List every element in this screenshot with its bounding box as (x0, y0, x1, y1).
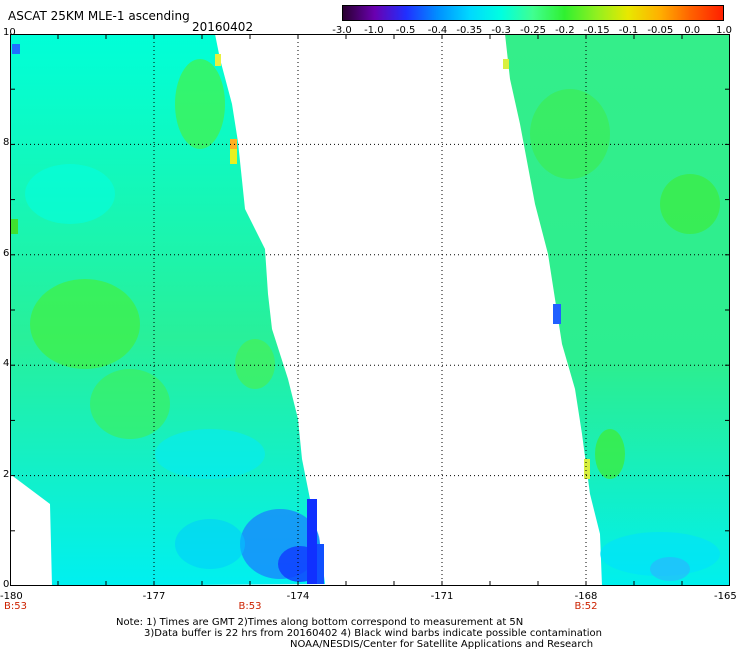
colorbar-tick-label: -0.35 (456, 25, 483, 36)
y-tick-label: 4 (3, 358, 10, 370)
colorbar-tick-label: -0.05 (647, 25, 674, 36)
colorbar-tick-label: -0.15 (583, 25, 610, 36)
colorbar-tick-label: 0.0 (684, 25, 701, 36)
colorbar-tick-label: -1.0 (364, 25, 384, 36)
note-line-3: NOAA/NESDIS/Center for Satellite Applica… (290, 639, 594, 650)
colorbar-tick-label: 1.0 (716, 25, 732, 36)
swath-map (10, 34, 730, 586)
pass-label: B:53 (238, 601, 262, 612)
colorbar (342, 5, 724, 21)
colorbar-tick-label: -0.4 (427, 25, 448, 36)
x-tick-label: -171 (430, 591, 454, 602)
y-tick-label: 0 (3, 579, 10, 590)
y-tick-label: 8 (3, 137, 10, 149)
y-tick-label: 6 (3, 247, 10, 259)
x-tick-label: -177 (142, 591, 166, 602)
note-line-1: Note: 1) Times are GMT 2)Times along bot… (116, 617, 524, 628)
x-tick-label: -180 (0, 591, 23, 602)
pass-label: B:52 (574, 601, 598, 612)
colorbar-tick-label: -0.5 (395, 25, 416, 36)
colorbar-tick-label: -0.3 (491, 25, 511, 36)
x-tick-label: -165 (714, 591, 737, 602)
map-title: ASCAT 25KM MLE-1 ascending (8, 9, 190, 23)
note-line-2: 3)Data buffer is 22 hrs from 20160402 4)… (144, 628, 602, 639)
colorbar-tick-label: -0.1 (618, 25, 639, 36)
map-date: 20160402 (192, 20, 254, 34)
colorbar-tick-label: -0.2 (555, 25, 575, 36)
y-tick-label: 2 (3, 468, 10, 480)
x-tick-label: -168 (574, 591, 598, 602)
y-tick-label: 10 (3, 27, 16, 38)
colorbar-tick-label: -0.25 (520, 25, 546, 36)
x-tick-label: -174 (286, 591, 310, 602)
map-frame (10, 34, 730, 586)
pass-label: B:53 (4, 601, 27, 612)
colorbar-tick-label: -3.0 (332, 25, 352, 36)
